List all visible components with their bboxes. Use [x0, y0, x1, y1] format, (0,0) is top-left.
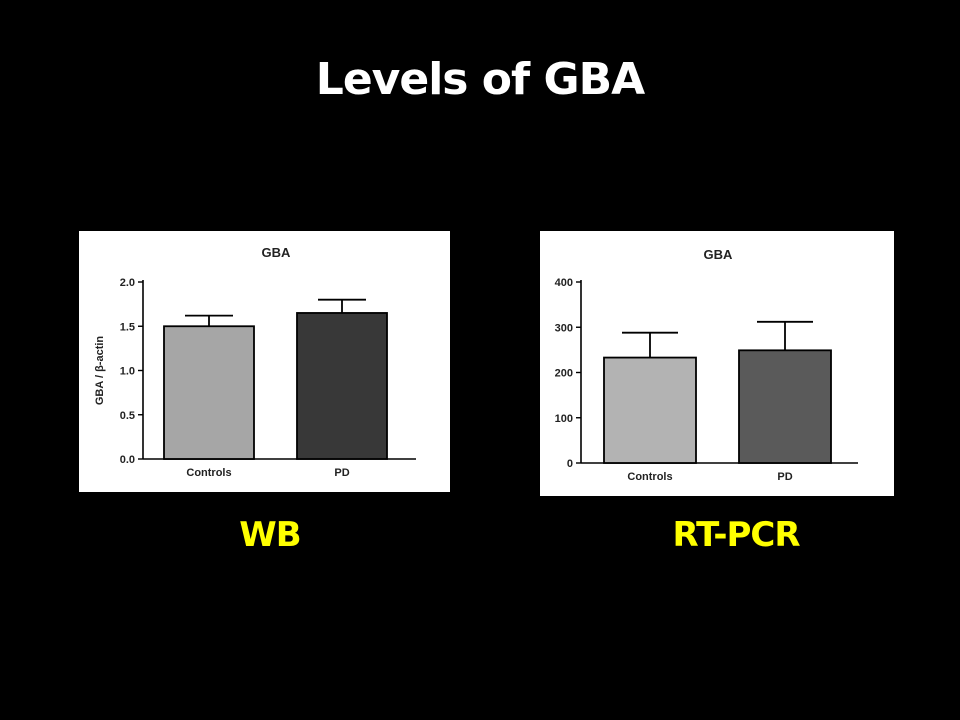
chart-title: GBA — [704, 247, 734, 262]
x-category-label: PD — [334, 467, 349, 479]
bar-pd — [738, 349, 832, 464]
y-tick-label: 0.5 — [120, 410, 135, 422]
x-category-label: Controls — [186, 467, 231, 479]
rt-pcr-bar-chart: GBA 0 100 200 300 400 Controls PD — [555, 247, 858, 483]
x-category-label: PD — [777, 471, 792, 483]
y-tick-label: 0 — [567, 458, 573, 470]
y-tick-label: 1.5 — [120, 321, 135, 333]
chart-title: GBA — [262, 245, 292, 260]
bar-pd — [296, 312, 388, 460]
bar-controls — [603, 356, 697, 464]
wb-bar-chart: GBA GBA / β-actin 0.0 0.5 1.0 1.5 2.0 Controls P… — [94, 245, 416, 479]
slide-title: Levels of GBA — [315, 54, 645, 105]
x-category-label: Controls — [627, 471, 672, 483]
y-axis-label: GBA / β-actin — [94, 336, 106, 406]
y-tick-label: 200 — [555, 368, 573, 380]
wb-chart-panel: GBA GBA / β-actin 0.0 0.5 1.0 1.5 2.0 Controls P… — [79, 231, 450, 492]
rt-pcr-caption: RT-PCR — [672, 515, 800, 555]
y-tick-label: 300 — [555, 322, 573, 334]
y-tick-label: 400 — [555, 277, 573, 289]
bar-controls — [163, 325, 255, 460]
y-tick-label: 2.0 — [120, 277, 135, 289]
wb-caption: WB — [239, 515, 301, 555]
y-tick-label: 100 — [555, 413, 573, 425]
rt-pcr-chart-panel: GBA 0 100 200 300 400 Controls PD — [540, 231, 894, 496]
y-tick-label: 0.0 — [120, 454, 135, 466]
y-tick-label: 1.0 — [120, 366, 135, 378]
